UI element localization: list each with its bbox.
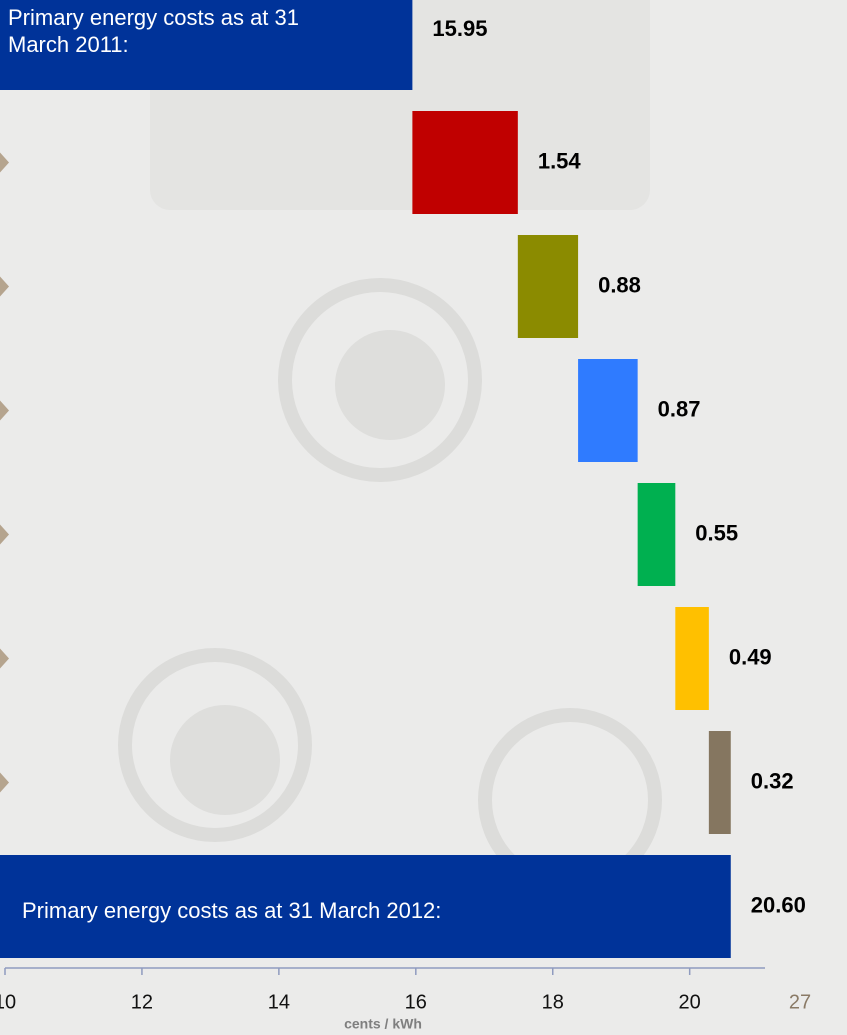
value-label: 0.87: [658, 396, 701, 421]
row-marker: [0, 401, 9, 421]
x-tick-label: 12: [131, 991, 153, 1013]
x-tick-label: 14: [268, 991, 290, 1013]
value-label: 0.55: [695, 520, 738, 545]
x-axis-label: cents / kWh: [344, 1016, 422, 1032]
value-label: 0.49: [729, 644, 772, 669]
value-label: 0.32: [751, 768, 794, 793]
page-number: 27: [789, 991, 811, 1013]
bar: [675, 607, 709, 710]
value-label: 0.88: [598, 272, 641, 297]
value-label: 20.60: [751, 892, 806, 917]
bar: [518, 235, 578, 338]
bar: [638, 483, 676, 586]
page: cents / kWh 27 10 12 14 16 18 20 15.95 1.54 0.88…: [0, 0, 847, 1035]
background-decoration: [125, 0, 655, 885]
category-label: Primary energy costs as at 31 March 2011…: [8, 4, 338, 58]
row-marker: [0, 525, 9, 545]
value-label: 1.54: [538, 148, 582, 173]
value-label: 15.95: [432, 16, 487, 41]
category-label: Primary energy costs as at 31 March 2012…: [22, 897, 702, 924]
x-tick-label: 18: [542, 991, 564, 1013]
x-tick-label: 16: [405, 991, 427, 1013]
chart: cents / kWh 27 10 12 14 16 18 20 15.95 1.54 0.88…: [0, 0, 847, 1035]
x-tick-label: 10: [0, 991, 16, 1013]
row-marker: [0, 277, 9, 297]
row-marker: [0, 153, 9, 173]
row-marker: [0, 773, 9, 793]
bar: [578, 359, 638, 462]
bar: [709, 731, 731, 834]
row-marker: [0, 649, 9, 669]
x-tick-label: 20: [679, 991, 701, 1013]
bar: [412, 111, 517, 214]
